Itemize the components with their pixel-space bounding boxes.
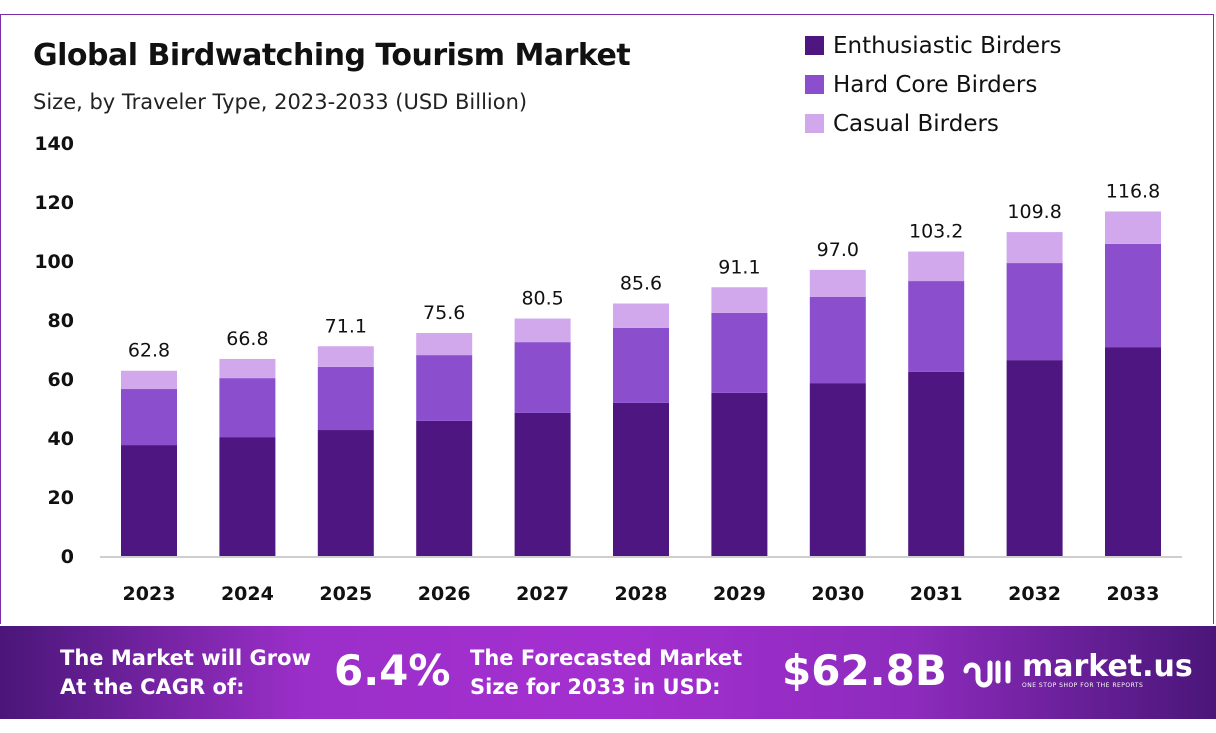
chart-subtitle: Size, by Traveler Type, 2023-2033 (USD B…: [33, 90, 528, 114]
forecast-value: $62.8B: [782, 646, 947, 695]
x-tick-label: 2031: [910, 583, 963, 605]
bar-segment: [416, 420, 473, 556]
forecast-label-line: The Forecasted Market: [470, 646, 743, 670]
total-label: 62.8: [128, 340, 170, 362]
total-label: 75.6: [423, 302, 465, 324]
bar-segment: [1006, 263, 1063, 361]
x-tick-label: 2032: [1008, 583, 1061, 605]
bar-segment: [121, 370, 177, 390]
total-label: 80.5: [521, 288, 563, 310]
legend: Enthusiastic Birders Hard Core Birders C…: [805, 26, 1062, 143]
legend-item-casual: Casual Birders: [805, 104, 1062, 143]
bar-segment: [317, 366, 374, 431]
cagr-label: The Market will Grow At the CAGR of:: [60, 644, 311, 702]
y-tick-label: 80: [48, 310, 74, 332]
cagr-label-line: The Market will Grow: [60, 646, 311, 670]
bar-segment: [613, 303, 669, 328]
footer-banner: The Market will Grow At the CAGR of: 6.4%…: [0, 626, 1216, 719]
y-tick-label: 60: [48, 369, 74, 391]
bar-segment: [1006, 360, 1063, 556]
cagr-label-line: At the CAGR of:: [60, 675, 245, 699]
chart-title: Global Birdwatching Tourism Market: [33, 38, 631, 73]
total-label: 91.1: [718, 256, 760, 278]
forecast-label-line: Size for 2033 in USD:: [470, 675, 721, 699]
bar-segment: [908, 251, 965, 282]
x-tick-label: 2027: [516, 583, 569, 605]
bar-segment: [219, 437, 276, 556]
bar-segment: [613, 402, 669, 556]
legend-item-hard-core: Hard Core Birders: [805, 65, 1062, 104]
bar-segment: [514, 412, 571, 556]
bar-segment: [711, 287, 768, 313]
bar-segment: [613, 327, 669, 403]
legend-label: Hard Core Birders: [833, 71, 1038, 98]
total-label: 116.8: [1106, 180, 1160, 202]
legend-swatch: [805, 114, 824, 133]
x-tick-label: 2024: [221, 583, 274, 605]
total-label: 103.2: [909, 221, 963, 243]
x-tick-label: 2030: [811, 583, 864, 605]
y-tick-label: 140: [34, 133, 74, 155]
total-label: 71.1: [325, 315, 367, 337]
x-tick-label: 2029: [713, 583, 766, 605]
bar-segment: [1105, 243, 1161, 348]
y-tick-label: 0: [61, 546, 74, 568]
logo-text: market.us: [1022, 649, 1193, 684]
bar-segment: [908, 281, 965, 372]
x-tick-label: 2026: [418, 583, 471, 605]
bar-segment: [317, 346, 374, 367]
y-tick-label: 20: [48, 487, 74, 509]
bar-segment: [1105, 347, 1161, 556]
x-tick-label: 2025: [319, 583, 372, 605]
bar-segment: [711, 312, 768, 393]
bar-segment: [514, 342, 571, 413]
bar-segment: [121, 389, 177, 446]
total-label: 109.8: [1007, 201, 1061, 223]
bar-segment: [1105, 211, 1161, 244]
bar-segment: [809, 383, 866, 556]
legend-swatch: [805, 36, 824, 55]
x-tick-label: 2033: [1107, 583, 1160, 605]
y-tick-label: 100: [34, 251, 74, 273]
logo-icon: [963, 660, 1011, 687]
bar-segment: [317, 430, 374, 556]
chart-frame: [0, 14, 1214, 624]
bar-segment: [416, 355, 473, 421]
bar-segment: [809, 296, 866, 384]
y-tick-label: 40: [48, 428, 74, 450]
bar-segment: [711, 392, 768, 556]
total-label: 85.6: [620, 272, 662, 294]
x-tick-label: 2028: [615, 583, 668, 605]
legend-label: Enthusiastic Birders: [833, 32, 1062, 59]
total-label: 97.0: [817, 239, 859, 261]
cagr-value: 6.4%: [334, 646, 451, 695]
bar-segment: [219, 378, 276, 438]
bar-segment: [121, 445, 177, 556]
legend-label: Casual Birders: [833, 110, 999, 137]
legend-item-enthusiastic: Enthusiastic Birders: [805, 26, 1062, 65]
total-label: 66.8: [226, 328, 268, 350]
bar-segment: [514, 318, 571, 343]
market-us-logo: market.us ONE STOP SHOP FOR THE REPORTS: [962, 652, 1193, 689]
bar-segment: [219, 358, 276, 379]
legend-swatch: [805, 75, 824, 94]
bar-segment: [416, 332, 473, 356]
y-tick-label: 120: [34, 192, 74, 214]
x-tick-label: 2023: [123, 583, 176, 605]
forecast-label: The Forecasted Market Size for 2033 in US…: [470, 644, 742, 702]
bar-chart: 0 20 40 60 80 100 120 140 62.8 2023 66.8 2024 71.1 20…: [34, 133, 1182, 605]
bar-segment: [809, 269, 866, 297]
logo-tagline: ONE STOP SHOP FOR THE REPORTS: [1022, 682, 1144, 689]
bar-segment: [1006, 232, 1063, 264]
bar-segment: [908, 371, 965, 556]
